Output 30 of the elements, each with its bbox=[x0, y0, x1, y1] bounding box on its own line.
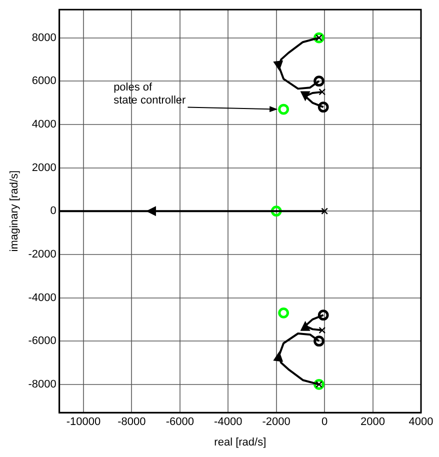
point bbox=[278, 307, 290, 318]
y-tick-label: -4000 bbox=[28, 292, 56, 304]
y-tick-label: -6000 bbox=[28, 335, 56, 348]
point bbox=[321, 208, 328, 215]
x-tick-label: -6000 bbox=[166, 416, 194, 428]
y-tick-label: -8000 bbox=[28, 378, 56, 390]
y-tick-label: 6000 bbox=[32, 75, 56, 88]
y-tick-label: 8000 bbox=[32, 32, 56, 44]
x-tick-label: 4000 bbox=[408, 416, 434, 428]
x-tick-label: 2000 bbox=[360, 416, 386, 428]
annotation: poles of state controller bbox=[114, 81, 186, 106]
point bbox=[318, 88, 326, 96]
y-tick-label: 0 bbox=[50, 205, 56, 218]
x-tick-label: -2000 bbox=[262, 416, 290, 428]
y-tick-label: 4000 bbox=[32, 118, 56, 130]
x-tick-label: -8000 bbox=[118, 416, 146, 428]
point bbox=[314, 378, 324, 390]
y-axis-title: imaginary [rad/s] bbox=[8, 170, 21, 252]
y-tick-label: 2000 bbox=[32, 162, 56, 174]
y-tick-label: -2000 bbox=[28, 248, 56, 260]
x-tick-label: 0 bbox=[321, 416, 328, 428]
point bbox=[318, 310, 329, 321]
point bbox=[318, 326, 326, 334]
point bbox=[314, 336, 324, 347]
x-tick-label: -4000 bbox=[214, 416, 242, 428]
point bbox=[318, 102, 329, 113]
x-axis-title: real [rad/s] bbox=[214, 436, 266, 448]
x-tick-label: -10000 bbox=[66, 416, 101, 428]
point bbox=[278, 104, 290, 115]
point bbox=[314, 76, 324, 87]
